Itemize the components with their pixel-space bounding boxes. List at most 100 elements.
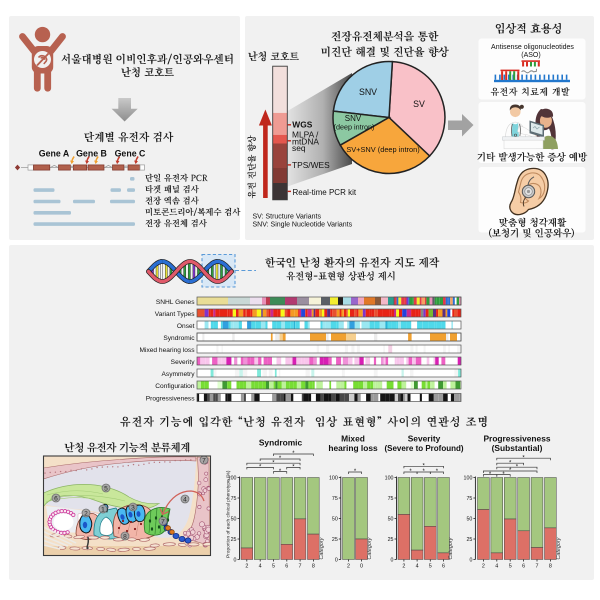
svg-text:Configuration: Configuration [155,383,195,390]
svg-text:100: 100 [228,475,237,481]
svg-text:5: 5 [509,564,512,570]
svg-text:100: 100 [329,475,338,481]
svg-text:8: 8 [123,533,127,540]
svg-text:Gene B: Gene B [76,149,107,159]
svg-text:SNHL Genes: SNHL Genes [156,299,195,306]
svg-text:(ASO): (ASO) [521,52,540,59]
svg-text:4: 4 [183,496,187,503]
svg-text:MLPA /: MLPA / [292,130,319,140]
svg-text:*: * [409,469,412,475]
svg-text:*: * [272,460,275,466]
svg-text:0: 0 [360,564,363,570]
svg-text:hearing loss: hearing loss [328,443,378,453]
svg-text:(deep intron): (deep intron) [334,122,375,131]
svg-text:1: 1 [101,506,105,513]
svg-text:SV+SNV (deep intron): SV+SNV (deep intron) [346,145,419,154]
svg-text:3: 3 [131,504,135,511]
svg-text:Gene A: Gene A [39,149,70,159]
svg-text:6: 6 [54,495,58,502]
svg-text:*: * [509,468,512,474]
svg-text:Category: Category [319,537,325,559]
svg-text:25: 25 [466,537,472,543]
svg-text:25: 25 [388,537,394,543]
svg-text:Variant Types: Variant Types [155,311,195,318]
svg-text:(Severe to Profound): (Severe to Profound) [384,444,463,453]
svg-text:SV: SV [413,99,425,109]
svg-text:75: 75 [388,496,394,502]
svg-text:seq: seq [292,143,306,153]
svg-text:*: * [292,465,295,471]
svg-text:8: 8 [312,564,315,570]
svg-text:75: 75 [332,496,338,502]
svg-text:(Substantial): (Substantial) [492,443,543,453]
svg-text:5: 5 [104,485,108,492]
svg-text:50: 50 [231,516,237,522]
svg-text:Syndromic: Syndromic [163,335,195,342]
svg-text:*: * [489,472,492,478]
svg-text:Severity: Severity [408,434,441,444]
svg-text:*: * [292,451,295,457]
svg-text:0: 0 [234,557,237,563]
svg-text:*: * [509,460,512,466]
svg-text:2: 2 [245,564,248,570]
svg-text:Proportion of each clinical ph: Proportion of each clinical phenotype (%… [226,470,232,558]
svg-text:Antisense oligonucleotides: Antisense oligonucleotides [491,44,574,51]
svg-text:0: 0 [391,557,394,563]
svg-text:4: 4 [259,564,262,570]
svg-text:mtDNA: mtDNA [292,136,319,146]
svg-text:Severity: Severity [171,359,196,366]
svg-text:100: 100 [464,475,473,481]
svg-text:Onset: Onset [177,323,195,330]
svg-text:Gene C: Gene C [115,149,146,159]
svg-text:SNV: SNV [345,114,362,123]
svg-text:Progressiveness: Progressiveness [483,434,550,444]
svg-text:*: * [423,464,426,470]
svg-text:Asymmetry: Asymmetry [162,371,196,378]
svg-text:0: 0 [335,557,338,563]
svg-text:75: 75 [466,496,472,502]
svg-text:50: 50 [466,516,472,522]
svg-text:*: * [436,469,439,475]
svg-text:*: * [354,469,357,475]
svg-text:7: 7 [202,457,206,464]
svg-text:2: 2 [402,564,405,570]
svg-text:SV: Structure Variants: SV: Structure Variants [253,214,322,221]
svg-text:*: * [279,469,282,475]
svg-text:TPS/WES: TPS/WES [292,160,330,170]
svg-text:25: 25 [332,537,338,543]
svg-text:SNV: SNV [359,87,377,97]
svg-text:50: 50 [388,516,394,522]
svg-text:25: 25 [231,537,237,543]
svg-text:2: 2 [482,564,485,570]
svg-text:50: 50 [332,516,338,522]
svg-text:Category: Category [448,537,454,559]
svg-text:*: * [259,465,262,471]
svg-text:4: 4 [495,564,498,570]
svg-text:6: 6 [285,564,288,570]
svg-text:*: * [522,455,525,461]
svg-text:Mixed hearing loss: Mixed hearing loss [140,347,196,354]
svg-text:Category: Category [556,537,562,559]
svg-text:*: * [423,469,426,475]
svg-text:5: 5 [272,564,275,570]
svg-text:7: 7 [536,564,539,570]
svg-text:5: 5 [429,564,432,570]
svg-text:75: 75 [231,496,237,502]
svg-text:SNV: Single Nucleotide Variant: SNV: Single Nucleotide Variants [253,221,353,228]
svg-text:100: 100 [385,475,394,481]
svg-text:*: * [502,472,505,478]
svg-text:Syndromic: Syndromic [259,438,303,448]
svg-text:*: * [279,456,282,462]
svg-text:*: * [516,464,519,470]
svg-text:Mixed: Mixed [341,434,365,444]
svg-text:8: 8 [549,564,552,570]
svg-text:Progressiveness: Progressiveness [146,396,195,403]
svg-text:2: 2 [84,510,88,517]
svg-text:Real-time PCR kit: Real-time PCR kit [293,188,357,197]
svg-text:6: 6 [442,564,445,570]
svg-text:4: 4 [416,564,419,570]
svg-text:0: 0 [469,557,472,563]
svg-text:7: 7 [299,564,302,570]
svg-text:Category: Category [367,537,373,559]
svg-text:WGS: WGS [292,119,312,129]
